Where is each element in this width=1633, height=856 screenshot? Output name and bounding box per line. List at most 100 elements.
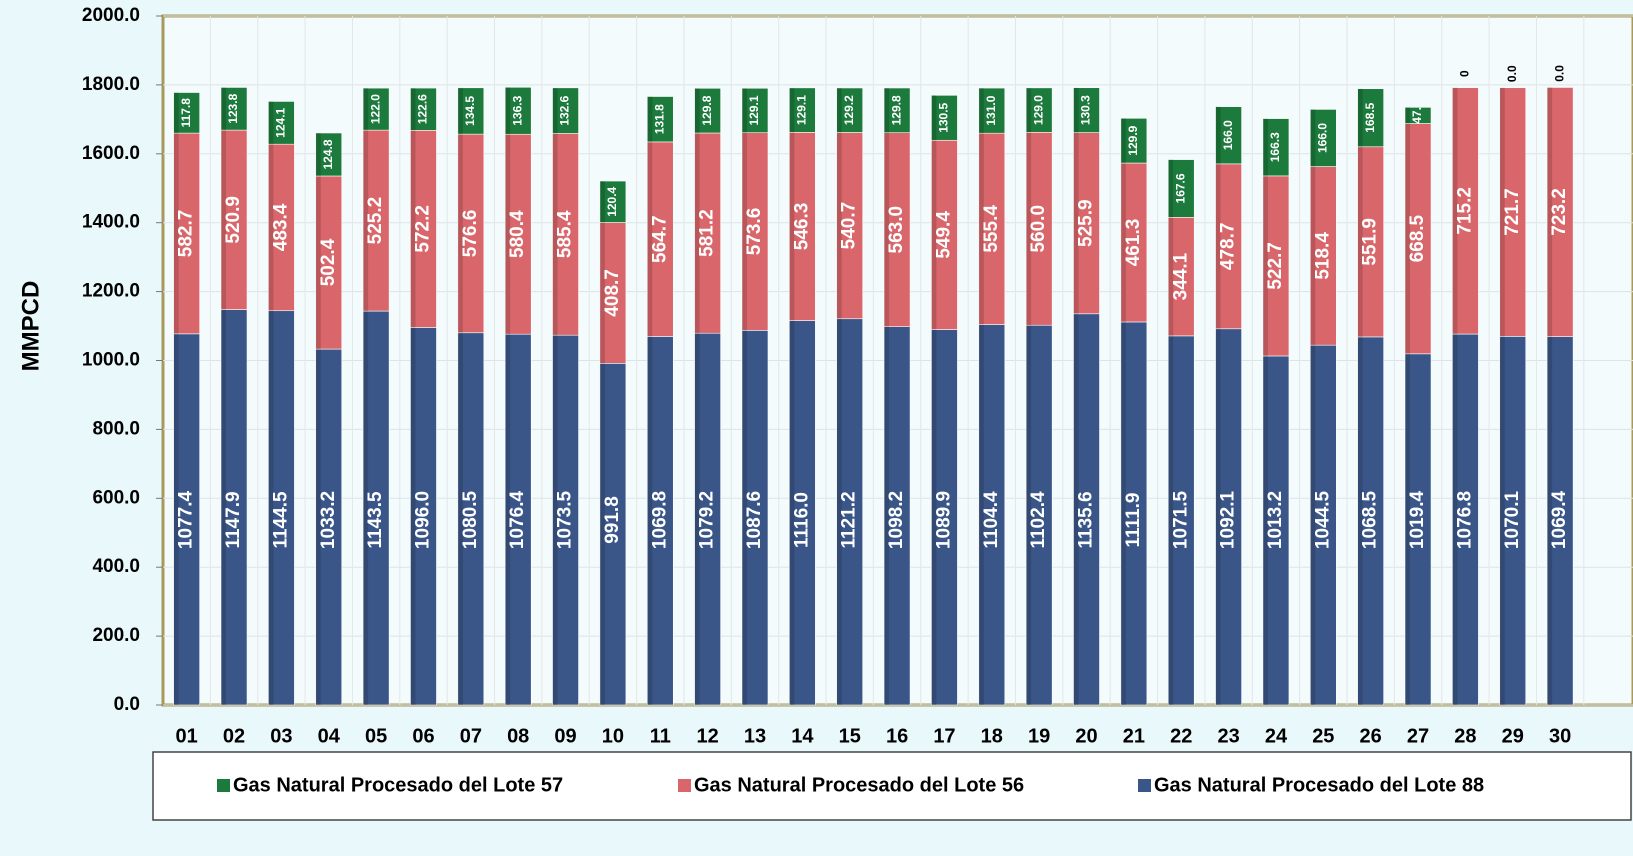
bar-segment: [410, 327, 437, 706]
bar-shade: [173, 92, 179, 134]
x-tick-label: 19: [1028, 725, 1050, 747]
bar-shade: [1452, 87, 1458, 335]
value-label: 1019.4: [1407, 491, 1428, 550]
y-tick-label: 600.0: [92, 487, 140, 508]
value-label: 1092.1: [1218, 491, 1239, 550]
bar-shade: [315, 349, 321, 705]
value-label: 1096.0: [412, 491, 433, 549]
value-label: 166.0: [1221, 120, 1235, 150]
y-tick-label: 2000.0: [82, 5, 140, 26]
y-tick-label: 1600.0: [82, 143, 140, 164]
value-label: 478.7: [1218, 223, 1239, 271]
bar-segment: [978, 87, 1006, 134]
x-tick-label: 09: [554, 725, 576, 747]
bar-segment: [1025, 87, 1053, 133]
bar-shade: [931, 140, 937, 330]
x-tick-label: 15: [839, 725, 861, 747]
bar-shade: [1120, 118, 1126, 164]
bar-shade: [742, 330, 747, 705]
bar-shade: [1215, 106, 1221, 164]
bar-segment: [978, 132, 1006, 325]
bar-shade: [1026, 132, 1032, 326]
value-label: 117.8: [179, 98, 193, 128]
x-tick-label: 16: [886, 725, 908, 747]
bar-shade: [694, 333, 700, 705]
value-label: 167.6: [1173, 173, 1187, 203]
bar-segment: [694, 332, 721, 706]
bar-shade: [1310, 109, 1316, 167]
value-label: 1044.5: [1312, 491, 1333, 550]
bar-shade: [410, 88, 416, 131]
value-label: 518.4: [1312, 232, 1333, 280]
bar-segment: [1120, 117, 1148, 164]
x-tick-label: 27: [1407, 725, 1429, 747]
value-label: 47.: [1410, 107, 1424, 124]
x-tick-label: 22: [1170, 725, 1192, 747]
bar-segment: [504, 86, 532, 135]
bar-shade: [410, 327, 416, 705]
value-label: 1147.9: [223, 491, 244, 548]
value-label: 1033.2: [318, 491, 339, 549]
y-tick-label: 1200.0: [82, 281, 140, 302]
value-label: 525.2: [365, 197, 386, 245]
bar-segment: [1120, 162, 1148, 323]
bar-shade: [884, 326, 890, 705]
bar-segment: [268, 101, 295, 145]
value-label: 1069.4: [1549, 491, 1570, 550]
value-label: 408.7: [602, 269, 623, 317]
value-label: 132.6: [558, 95, 572, 125]
value-label: 124.1: [274, 107, 288, 137]
value-label: 129.8: [889, 95, 903, 125]
bar-shade: [315, 175, 321, 350]
y-tick-label: 1400.0: [82, 212, 140, 233]
bar-shade: [742, 132, 747, 331]
value-label: 560.0: [1028, 205, 1049, 253]
bar-segment: [1452, 333, 1479, 706]
bar-segment: [315, 132, 343, 177]
legend-swatch: [678, 779, 691, 792]
value-label: 572.2: [412, 205, 433, 253]
bar-shade: [505, 134, 511, 335]
bar-segment: [410, 87, 437, 131]
x-tick-label: 12: [697, 725, 719, 747]
bar-shade: [1262, 355, 1268, 705]
bar-segment: [646, 336, 674, 706]
x-tick-label: 21: [1123, 725, 1145, 747]
value-label: 136.3: [510, 95, 524, 125]
bar-shade: [789, 87, 795, 133]
bar-segment: [741, 330, 769, 706]
value-label: 131.0: [984, 95, 998, 125]
legend-label: Gas Natural Procesado del Lote 88: [1154, 774, 1484, 796]
value-label: 549.4: [933, 211, 954, 259]
bar-shade: [1310, 166, 1316, 346]
bar-segment: [1357, 146, 1384, 338]
bar-segment: [362, 87, 390, 131]
value-label: 1076.8: [1454, 491, 1475, 549]
value-label: 576.6: [460, 210, 481, 258]
x-tick-label: 08: [507, 725, 529, 747]
value-label: 0.0: [1552, 65, 1566, 82]
bar-segment: [883, 132, 911, 327]
bar-segment: [646, 141, 674, 337]
bar-shade: [1073, 87, 1079, 133]
bar-segment: [978, 324, 1006, 706]
bar-segment: [220, 87, 248, 131]
bar-segment: [1357, 336, 1384, 706]
value-label: 522.7: [1265, 242, 1286, 290]
bar-shade: [1168, 217, 1174, 336]
value-label: 122.0: [368, 94, 382, 124]
bar-shade: [363, 311, 369, 705]
y-tick-label: 800.0: [92, 418, 140, 439]
value-label: 1121.2: [839, 491, 860, 548]
y-tick-label: 400.0: [92, 556, 140, 577]
bar-segment: [362, 129, 390, 312]
bar-shade: [836, 132, 842, 319]
bar-shade: [836, 87, 842, 133]
bar-shade: [1547, 87, 1553, 337]
bar-segment: [220, 309, 248, 706]
bar-shade: [1168, 335, 1174, 705]
x-tick-label: 06: [412, 725, 434, 747]
value-label: 129.1: [795, 95, 809, 125]
x-tick-label: 02: [223, 725, 245, 747]
